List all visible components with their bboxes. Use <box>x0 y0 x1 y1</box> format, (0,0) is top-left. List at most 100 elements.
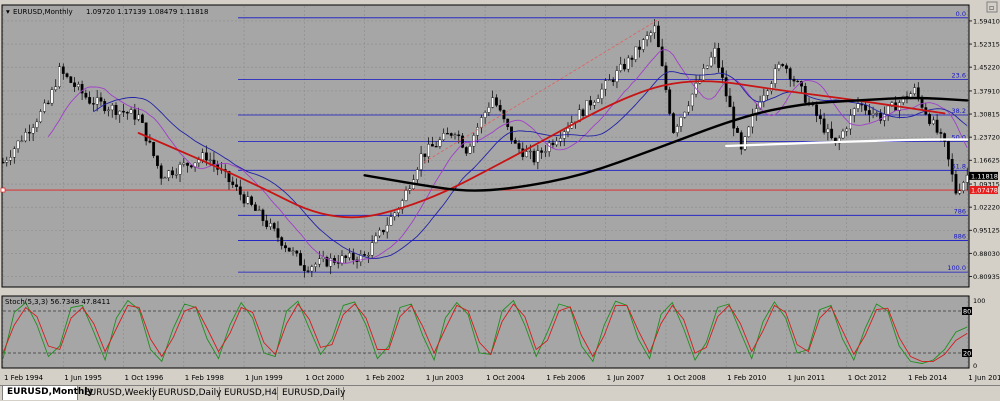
candle-body <box>54 86 58 90</box>
candle-body <box>182 162 186 165</box>
candle-body <box>299 253 302 266</box>
ma-violet-line <box>47 49 968 264</box>
time-axis: 1 Feb 1994 1 Jun 1995 1 Oct 1996 1 Feb 1998… <box>4 374 1000 382</box>
candle-body <box>272 223 276 229</box>
candle-body <box>705 65 709 69</box>
candle-body <box>619 63 623 71</box>
candle-body <box>702 68 705 81</box>
candle-body <box>453 134 457 136</box>
candle-body <box>901 96 905 103</box>
tab-eurusd-monthly[interactable]: EURUSD,Monthly <box>2 386 93 400</box>
candle-body <box>404 190 408 201</box>
candle-body <box>12 148 16 158</box>
candle-body <box>366 255 370 257</box>
candle-body <box>879 112 883 121</box>
candle-body <box>664 65 668 90</box>
price-tick-label: 1.23720 <box>973 134 1000 142</box>
ma-white-line <box>725 138 969 148</box>
candle-body <box>649 32 653 36</box>
candle-body <box>306 270 310 272</box>
candle-body <box>174 174 178 176</box>
candle-body <box>265 220 269 227</box>
candle-body <box>709 56 713 67</box>
candle-body <box>626 57 630 70</box>
stochastic-lines <box>2 299 968 364</box>
candle-body <box>856 103 860 109</box>
candle-body <box>679 117 683 127</box>
candle-body <box>201 152 205 160</box>
candle-body <box>340 255 344 264</box>
chart-ohlc: 1.09720 1.17139 1.08479 1.11818 <box>86 8 208 16</box>
ma-black-line <box>363 96 969 192</box>
time-tick-label: 1 Jun 2015 <box>968 374 1000 382</box>
candle-body <box>400 200 404 210</box>
candle-body <box>589 100 592 106</box>
candle-body <box>317 258 321 265</box>
candle-body <box>449 133 453 136</box>
candle-body <box>965 174 969 183</box>
candle-body <box>129 109 133 114</box>
price-tick-label: 1.02220 <box>973 204 1000 212</box>
candle-body <box>608 79 611 81</box>
candle-body <box>841 130 845 139</box>
candle-body <box>645 35 649 40</box>
stoch-level-box <box>962 349 972 357</box>
candle-body <box>9 157 12 161</box>
candle-body <box>408 188 412 191</box>
tab-eurusd-daily-2[interactable]: EURUSD,Daily <box>278 387 345 400</box>
candle-body <box>950 159 954 175</box>
fibonacci-retracement[interactable]: 0.0 23.6 38.2 50.0 61.8 786 886 100.0 <box>238 10 968 273</box>
candle-body <box>604 80 608 90</box>
candle-body <box>348 252 351 258</box>
tab-eurusd-daily[interactable]: EURUSD,Daily <box>154 387 221 400</box>
time-tick-label: 1 Oct 2012 <box>848 374 887 382</box>
candle-body <box>434 146 438 148</box>
price-tick-label: 1.52315 <box>973 41 1000 49</box>
candle-body <box>675 126 679 133</box>
candle-body <box>747 126 751 137</box>
candle-body <box>935 119 939 133</box>
tab-eurusd-weekly[interactable]: EURUSD,Weekly <box>80 387 157 400</box>
time-tick-label: 1 Feb 2010 <box>727 374 766 382</box>
price-tick-label: 1.16625 <box>973 157 1000 165</box>
fib-level-label: 0.0 <box>956 10 966 18</box>
candle-body <box>634 46 638 60</box>
candle-body <box>736 128 739 133</box>
candle-body <box>660 46 664 67</box>
candle-body <box>91 103 95 105</box>
window-control-button[interactable] <box>986 1 998 13</box>
candle-body <box>35 121 39 128</box>
moving-averages <box>47 18 969 264</box>
candle-body <box>287 247 291 252</box>
candle-body <box>513 140 517 144</box>
candle-body <box>638 46 641 50</box>
chart-header-arrow[interactable]: ▾ <box>6 7 10 16</box>
candle-body <box>641 39 645 50</box>
time-tick-label: 1 Jun 2011 <box>787 374 825 382</box>
time-tick-label: 1 Feb 2006 <box>546 374 586 382</box>
price-tick-label: 1.30815 <box>973 111 1000 119</box>
chart-tab-bar: EURUSD,Monthly EURUSD,Weekly EURUSD,Dail… <box>0 385 1000 401</box>
candle-body <box>167 170 171 179</box>
candle-body <box>58 66 61 87</box>
candle-body <box>80 84 84 94</box>
candle-body <box>958 190 962 194</box>
price-axis: 1.59410 1.52315 1.45220 1.37910 1.30815 1.237… <box>969 17 1000 281</box>
stoch-signal-line <box>2 303 968 362</box>
tab-eurusd-h4[interactable]: EURUSD,H4 <box>220 387 278 400</box>
candle-body <box>280 237 284 246</box>
candle-body <box>156 155 159 166</box>
candle-body <box>393 212 397 217</box>
candle-body <box>721 67 724 78</box>
candle-body <box>852 108 856 116</box>
candle-body <box>442 133 446 141</box>
price-tick-label: 1.45220 <box>973 64 1000 72</box>
stochastic-axis: 80 20 100 0 <box>962 297 985 370</box>
price-tick-label: 1.09315 <box>973 181 1000 189</box>
candle-body <box>792 78 796 82</box>
candle-body <box>351 252 355 260</box>
stochastic-label: Stoch(5,3,3) 56.7348 47.8411 <box>5 298 110 306</box>
candle-body <box>125 111 129 114</box>
candle-body <box>269 223 272 227</box>
